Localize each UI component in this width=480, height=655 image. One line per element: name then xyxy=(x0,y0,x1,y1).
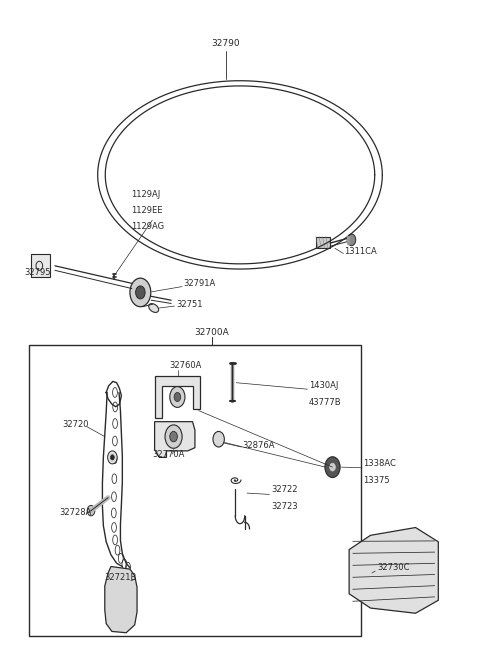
Polygon shape xyxy=(155,376,200,419)
Text: 32760A: 32760A xyxy=(169,361,202,369)
Bar xyxy=(29,345,361,636)
Text: 32730C: 32730C xyxy=(378,563,410,572)
Text: 32700A: 32700A xyxy=(194,328,229,337)
Polygon shape xyxy=(105,567,137,633)
Ellipse shape xyxy=(149,304,159,312)
Text: 32770A: 32770A xyxy=(152,449,185,458)
Bar xyxy=(316,236,330,248)
Polygon shape xyxy=(31,254,50,278)
Text: 1338AC: 1338AC xyxy=(363,459,396,468)
Circle shape xyxy=(130,278,151,307)
Text: 32721B: 32721B xyxy=(105,573,137,582)
Circle shape xyxy=(110,455,114,460)
Text: 32720: 32720 xyxy=(62,421,89,430)
Text: 1129EE: 1129EE xyxy=(131,206,162,215)
Circle shape xyxy=(108,451,117,464)
Circle shape xyxy=(170,432,178,442)
Text: 32876A: 32876A xyxy=(242,441,275,450)
Circle shape xyxy=(87,506,95,516)
Text: 1311CA: 1311CA xyxy=(344,247,377,256)
Text: 32728A: 32728A xyxy=(60,508,92,517)
Circle shape xyxy=(347,234,356,246)
Text: 43777B: 43777B xyxy=(309,398,341,407)
Circle shape xyxy=(213,432,224,447)
Text: 1129AG: 1129AG xyxy=(131,222,164,231)
Text: 1430AJ: 1430AJ xyxy=(309,381,338,390)
Circle shape xyxy=(170,386,185,407)
Circle shape xyxy=(325,457,340,477)
Text: 1129AJ: 1129AJ xyxy=(131,190,160,199)
Text: 32723: 32723 xyxy=(271,502,298,511)
Polygon shape xyxy=(349,527,438,613)
Circle shape xyxy=(330,463,336,471)
Circle shape xyxy=(136,286,145,299)
Circle shape xyxy=(165,425,182,448)
Text: 32751: 32751 xyxy=(176,300,203,309)
Text: 32790: 32790 xyxy=(212,39,240,48)
Text: 32791A: 32791A xyxy=(183,280,216,288)
Polygon shape xyxy=(155,422,195,457)
Text: 32795: 32795 xyxy=(24,268,50,277)
Circle shape xyxy=(174,392,180,402)
Text: 32722: 32722 xyxy=(271,485,297,495)
Text: 13375: 13375 xyxy=(363,476,390,485)
